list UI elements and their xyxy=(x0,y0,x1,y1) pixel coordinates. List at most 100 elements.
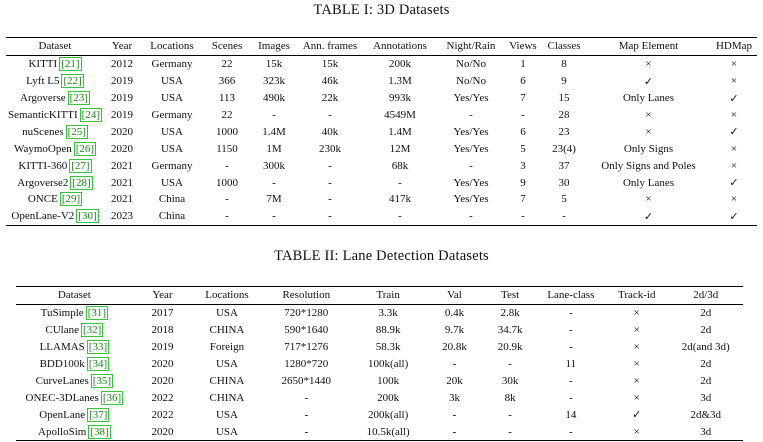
column-header: Test xyxy=(483,286,537,305)
citation-link[interactable]: [30] xyxy=(76,209,99,224)
table-cell: - xyxy=(521,210,525,223)
citation-link[interactable]: [33] xyxy=(86,340,110,355)
table-cell: - xyxy=(304,391,309,404)
table-row: ONCE [29] 2021 China - 7M - 417k Yes/Yes 7 5 × × xyxy=(6,191,757,208)
table-cell: China xyxy=(158,210,186,223)
table-row: OpenLane [37] 2022 USA - 200k(all) - - 14 ✓ 2d&3d xyxy=(16,406,743,423)
citation-link[interactable]: [38] xyxy=(88,424,111,439)
dataset-name: CUlane xyxy=(45,324,79,337)
table-cell: 15 xyxy=(558,92,570,105)
table-cell: × xyxy=(645,125,652,138)
table-cell: 2020 xyxy=(111,125,133,138)
dataset-name: nuScenes xyxy=(22,125,64,138)
table-cell: 1150 xyxy=(216,142,238,155)
table-cell: 200k xyxy=(389,58,411,71)
dataset-cell: Argoverse [23] xyxy=(6,90,104,107)
table-cell: 2d xyxy=(700,374,712,387)
table-cell: 9.7k xyxy=(444,324,465,337)
citation-link[interactable]: [31] xyxy=(85,306,109,321)
table-cell: - xyxy=(225,210,229,223)
column-header: Track-id xyxy=(605,286,669,305)
dataset-name: WaymoOpen xyxy=(13,142,72,155)
table-row: CUlane [32] 2018 CHINA 590*1640 88.9k 9.7k 34.7… xyxy=(16,322,743,339)
citation-link[interactable]: [35] xyxy=(90,373,114,388)
table-cell: 5 xyxy=(561,193,567,206)
citation-link[interactable]: [29] xyxy=(59,192,83,207)
table-row: Argoverse [23] 2019 USA 113 490k 22k 993k Yes/Ye… xyxy=(6,90,757,107)
table-cell: 2020 xyxy=(151,425,174,438)
table-cell: - xyxy=(569,391,573,404)
table-cell: 30 xyxy=(558,176,570,189)
table-cell: 1000 xyxy=(216,176,238,189)
dataset-name: KITTI xyxy=(28,58,58,71)
citation-link[interactable]: [22] xyxy=(61,74,84,89)
table-cell: 22 xyxy=(221,109,233,121)
table-cell: 490k xyxy=(263,92,285,105)
dataset-cell: CurveLanes [35] xyxy=(16,372,133,389)
table-row: ApolloSim [38] 2020 USA - 10.5k(all) - - - × 3d xyxy=(16,423,743,440)
table-cell: ✓ xyxy=(643,210,654,223)
table-cell: - xyxy=(398,176,402,189)
table-cell: 2022 xyxy=(151,391,174,404)
table-cell: USA xyxy=(160,92,183,105)
citation-link[interactable]: [24] xyxy=(79,108,102,122)
table-cell: × xyxy=(730,109,738,121)
table1-header-row: Dataset Year Locations Scenes Images Ann. fra… xyxy=(6,37,757,56)
table2-header-row: Dataset Year Locations Resolution Train Val Te… xyxy=(16,286,743,305)
dataset-cell: LLAMAS [33] xyxy=(16,339,133,356)
table-cell: - xyxy=(569,307,573,320)
dataset-name: LLAMAS xyxy=(39,341,85,354)
table-cell: ✓ xyxy=(643,75,654,88)
table-cell: - xyxy=(569,341,573,354)
table-cell: 2018 xyxy=(151,324,174,337)
table-cell: ✓ xyxy=(632,409,642,422)
table-cell: 1.4M xyxy=(388,125,412,138)
table-cell: 2023 xyxy=(111,210,133,223)
table-cell: - xyxy=(328,193,332,206)
citation-link[interactable]: [25] xyxy=(65,124,88,139)
table-row: SemanticKITTI [24] 2019 Germany 22 - - 4549M - - 2… xyxy=(6,107,757,124)
table-cell: 37 xyxy=(558,159,570,172)
citation-link[interactable]: [26] xyxy=(73,141,97,156)
citation-link[interactable]: [23] xyxy=(67,91,90,106)
dataset-name: Argoverse2 xyxy=(17,176,69,189)
table-cell: 9 xyxy=(561,75,567,88)
table-cell: - xyxy=(304,408,309,421)
table-cell: USA xyxy=(215,425,238,438)
table-cell: - xyxy=(569,374,573,387)
table-cell: 15k xyxy=(265,58,283,71)
citation-link[interactable]: [32] xyxy=(80,323,104,338)
citation-link[interactable]: [34] xyxy=(86,357,110,371)
table-cell: - xyxy=(452,408,457,421)
table-cell: 20.9k xyxy=(497,341,523,354)
table-cell: USA xyxy=(215,358,238,370)
table-cell: 23(4) xyxy=(552,142,576,155)
table-cell: 6 xyxy=(520,125,526,138)
table-cell: 366 xyxy=(218,75,236,88)
citation-link[interactable]: [36] xyxy=(100,390,124,405)
table-cell: 2012 xyxy=(111,58,133,71)
table-cell: - xyxy=(225,193,229,206)
table-cell: 3d xyxy=(700,391,712,404)
table-cell: × xyxy=(730,142,738,155)
citation-link[interactable]: [37] xyxy=(87,407,110,422)
citation-link[interactable]: [28] xyxy=(70,175,93,190)
citation-link[interactable]: [21] xyxy=(59,57,82,72)
table-cell: 20k xyxy=(446,374,463,387)
table-cell: 12M xyxy=(389,142,411,155)
table-cell: ✓ xyxy=(729,177,739,190)
table-cell: × xyxy=(730,193,738,206)
column-header: 2d/3d xyxy=(668,286,743,305)
table-cell: 9 xyxy=(520,176,526,189)
table-cell: Germany xyxy=(151,109,193,121)
dataset-cell: OpenLane-V2 [30] xyxy=(6,208,104,225)
table-cell: 100k(all) xyxy=(367,358,409,370)
table-cell: - xyxy=(569,425,573,438)
table-cell: 68k xyxy=(391,159,409,172)
column-header: Resolution xyxy=(261,286,351,305)
dataset-name: ApolloSim xyxy=(38,425,87,438)
citation-link[interactable]: [27] xyxy=(69,158,92,173)
table-cell: 7 xyxy=(520,193,526,206)
table-cell: 40k xyxy=(321,125,339,138)
